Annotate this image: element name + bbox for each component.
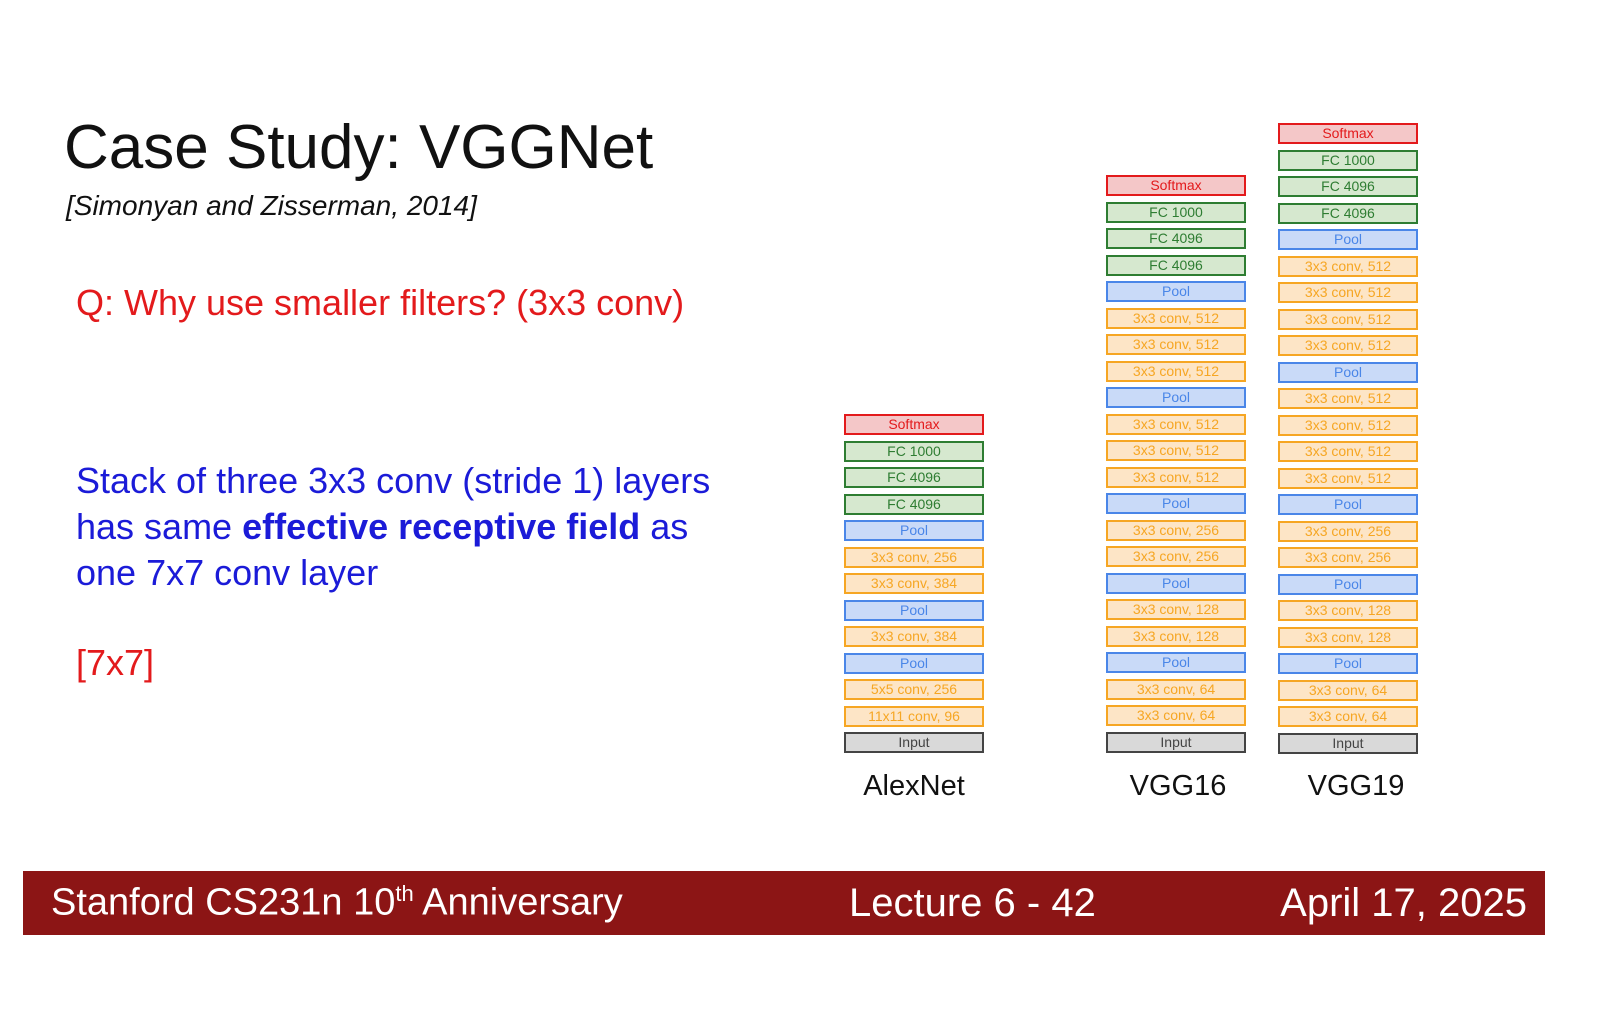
- body-line-2-pre: has same: [76, 506, 243, 547]
- layer-box-fc: FC 1000: [1106, 202, 1246, 223]
- citation: [Simonyan and Zisserman, 2014]: [66, 190, 477, 221]
- layer-box-pool: Pool: [1278, 229, 1418, 250]
- layer-box-conv: 3x3 conv, 512: [1278, 468, 1418, 489]
- layer-box-fc: FC 4096: [844, 467, 984, 488]
- answer-text: [7x7]: [76, 642, 155, 683]
- layer-box-conv: 3x3 conv, 128: [1278, 627, 1418, 648]
- emphasis-text: effective receptive field: [242, 506, 641, 547]
- body-line-2-post: as: [640, 506, 689, 547]
- layer-box-conv: 3x3 conv, 64: [1106, 679, 1246, 700]
- layer-box-fc: FC 4096: [1106, 228, 1246, 249]
- footer-lecture: Lecture 6 - 42: [849, 881, 1096, 925]
- question-text: Q: Why use smaller filters? (3x3 conv): [76, 282, 685, 323]
- network-label-vgg19: VGG19: [1307, 770, 1405, 802]
- layer-box-fc: FC 4096: [844, 494, 984, 515]
- layer-box-conv: 3x3 conv, 512: [1278, 282, 1418, 303]
- layer-box-pool: Pool: [844, 520, 984, 541]
- layer-box-conv: 3x3 conv, 256: [1278, 521, 1418, 542]
- layer-box-conv: 3x3 conv, 384: [844, 626, 984, 647]
- layer-box-input: Input: [844, 732, 984, 753]
- layer-box-fc: FC 4096: [1106, 255, 1246, 276]
- layer-box-conv: 3x3 conv, 512: [1278, 441, 1418, 462]
- layer-box-conv: 3x3 conv, 512: [1106, 414, 1246, 435]
- layer-box-pool: Pool: [1106, 387, 1246, 408]
- layer-box-softmax: Softmax: [1106, 175, 1246, 196]
- layer-box-conv: 3x3 conv, 512: [1106, 361, 1246, 382]
- layer-box-input: Input: [1278, 733, 1418, 754]
- layer-box-conv: 3x3 conv, 512: [1278, 388, 1418, 409]
- layer-box-conv: 3x3 conv, 128: [1278, 600, 1418, 621]
- layer-box-pool: Pool: [1278, 653, 1418, 674]
- layer-box-fc: FC 1000: [844, 441, 984, 462]
- layer-box-pool: Pool: [1278, 494, 1418, 515]
- body-line-3: one 7x7 conv layer: [76, 552, 379, 593]
- layer-box-conv: 3x3 conv, 512: [1278, 309, 1418, 330]
- layer-box-conv: 3x3 conv, 256: [1106, 546, 1246, 567]
- layer-box-conv: 3x3 conv, 512: [1278, 256, 1418, 277]
- layer-box-conv: 3x3 conv, 256: [844, 547, 984, 568]
- footer-course-pre: Stanford CS231n 10: [51, 881, 396, 924]
- layer-box-conv: 11x11 conv, 96: [844, 706, 984, 727]
- body-text: Stack of three 3x3 conv (stride 1) layer…: [76, 458, 710, 596]
- footer-course-post: Anniversary: [413, 881, 623, 924]
- layer-box-conv: 3x3 conv, 512: [1278, 335, 1418, 356]
- layer-box-conv: 3x3 conv, 128: [1106, 599, 1246, 620]
- layer-box-pool: Pool: [1106, 573, 1246, 594]
- layer-box-fc: FC 1000: [1278, 150, 1418, 171]
- layer-box-conv: 3x3 conv, 128: [1106, 626, 1246, 647]
- layer-box-softmax: Softmax: [844, 414, 984, 435]
- layer-box-conv: 3x3 conv, 512: [1106, 308, 1246, 329]
- layer-box-conv: 3x3 conv, 64: [1278, 680, 1418, 701]
- layer-box-softmax: Softmax: [1278, 123, 1418, 144]
- layer-box-conv: 3x3 conv, 256: [1106, 520, 1246, 541]
- layer-box-pool: Pool: [844, 600, 984, 621]
- layer-box-pool: Pool: [844, 653, 984, 674]
- slide-title: Case Study: VGGNet: [64, 113, 654, 182]
- layer-box-fc: FC 4096: [1278, 203, 1418, 224]
- layer-box-conv: 5x5 conv, 256: [844, 679, 984, 700]
- layer-box-pool: Pool: [1106, 652, 1246, 673]
- footer-course-sup: th: [395, 881, 414, 906]
- network-label-vgg16: VGG16: [1129, 770, 1227, 802]
- layer-box-conv: 3x3 conv, 512: [1106, 334, 1246, 355]
- network-label-alexnet: AlexNet: [863, 770, 965, 802]
- footer-bar: Stanford CS231n 10th Anniversary Lecture…: [23, 871, 1545, 935]
- layer-box-conv: 3x3 conv, 256: [1278, 547, 1418, 568]
- layer-box-conv: 3x3 conv, 64: [1106, 705, 1246, 726]
- body-line-1: Stack of three 3x3 conv (stride 1) layer…: [76, 460, 711, 501]
- layer-box-pool: Pool: [1278, 362, 1418, 383]
- footer-course: Stanford CS231n 10th Anniversary: [51, 881, 623, 925]
- layer-box-conv: 3x3 conv, 512: [1106, 467, 1246, 488]
- body-line-2: has same effective receptive field as: [76, 504, 710, 550]
- layer-box-conv: 3x3 conv, 512: [1106, 440, 1246, 461]
- layer-box-pool: Pool: [1278, 574, 1418, 595]
- layer-box-conv: 3x3 conv, 384: [844, 573, 984, 594]
- footer-date: April 17, 2025: [1280, 881, 1527, 925]
- layer-box-conv: 3x3 conv, 64: [1278, 706, 1418, 727]
- layer-box-pool: Pool: [1106, 281, 1246, 302]
- layer-box-conv: 3x3 conv, 512: [1278, 415, 1418, 436]
- layer-box-input: Input: [1106, 732, 1246, 753]
- layer-box-fc: FC 4096: [1278, 176, 1418, 197]
- layer-box-pool: Pool: [1106, 493, 1246, 514]
